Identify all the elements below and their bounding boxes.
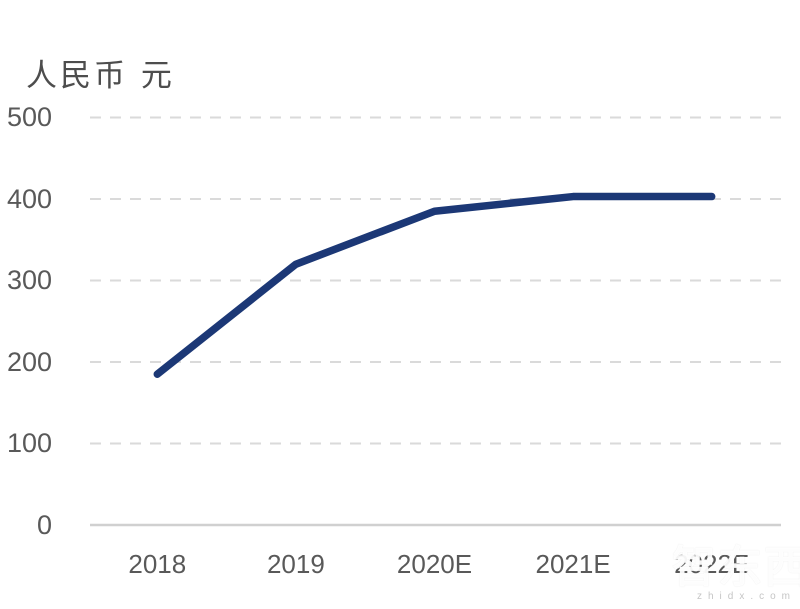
x-tick-label: 2019: [266, 549, 325, 579]
x-tick-label: 2022E: [674, 549, 750, 579]
y-tick-label: 500: [6, 102, 52, 132]
y-tick-label: 0: [36, 509, 52, 540]
chart-title: 人民币 元: [26, 58, 175, 94]
y-tick-label: 300: [6, 265, 52, 295]
y-tick-label: 100: [6, 428, 52, 458]
y-tick-label: 400: [6, 183, 52, 214]
x-tick-label: 2018: [128, 549, 187, 579]
x-tick-label: 2020E: [396, 549, 473, 579]
x-tick-label: 2021E: [535, 549, 611, 579]
y-tick-label: 200: [6, 346, 52, 377]
series-line: [153, 192, 716, 378]
